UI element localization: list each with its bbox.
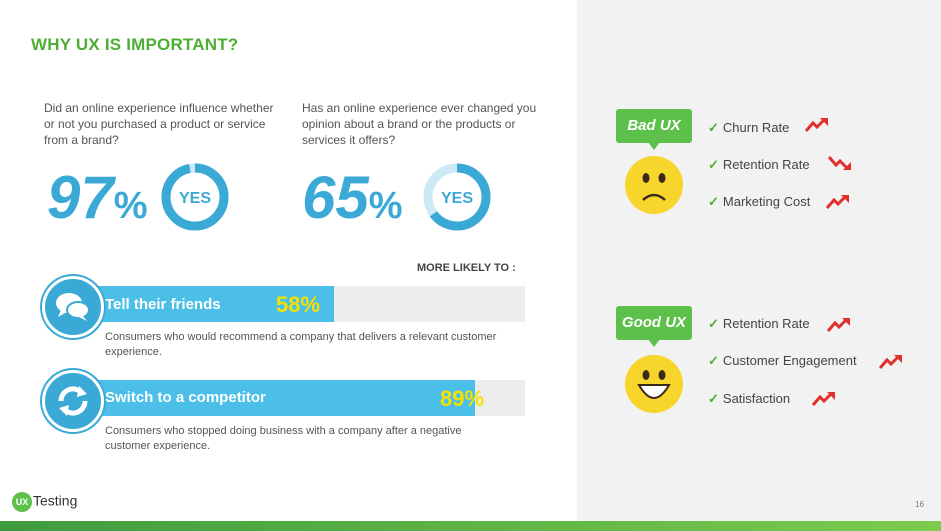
sad-face-icon	[625, 156, 683, 214]
bad-ux-item-3-label: Marketing Cost	[722, 194, 811, 209]
bar-1-label: Tell their friends	[105, 296, 221, 313]
question-2-unit: %	[368, 185, 403, 227]
bad-ux-item-2-label: Retention Rate	[722, 157, 810, 172]
bad-ux-item-2: ✓ Retention Rate	[708, 157, 810, 173]
more-likely-heading: MORE LIKELY TO :	[417, 262, 516, 274]
question-2-value: 65	[302, 164, 369, 231]
good-ux-item-2-label: Customer Engagement	[722, 353, 857, 368]
good-ux-item-2: ✓ Customer Engagement	[708, 353, 857, 369]
bar-1-description: Consumers who would recommend a company …	[105, 331, 497, 358]
bar-1-fill	[70, 286, 334, 322]
question-1-stat: 97%	[47, 168, 148, 236]
happy-face-icon	[625, 355, 683, 413]
content-panel	[0, 0, 577, 521]
page-number: 16	[915, 500, 924, 509]
bar-2-percent: 89%	[440, 386, 485, 411]
trend-up-icon	[826, 195, 849, 209]
good-ux-item-1: ✓ Retention Rate	[708, 316, 810, 332]
check-icon: ✓	[708, 353, 719, 368]
check-icon: ✓	[708, 157, 719, 172]
chat-bubbles-icon	[42, 276, 104, 338]
uxtesting-logo: UX Testing	[12, 492, 77, 512]
question-1-text: Did an online experience influence wheth…	[44, 101, 274, 147]
refresh-arrows-icon	[42, 370, 104, 432]
good-ux-badge: Good UX	[616, 306, 692, 347]
question-1-unit: %	[113, 185, 148, 227]
trend-up-icon	[805, 118, 828, 132]
check-icon: ✓	[708, 391, 719, 406]
check-icon: ✓	[708, 316, 719, 331]
good-ux-item-3: ✓ Satisfaction	[708, 391, 790, 407]
bad-ux-item-3: ✓ Marketing Cost	[708, 194, 810, 210]
bad-ux-item-1: ✓ Churn Rate	[708, 120, 789, 136]
bad-ux-item-1-label: Churn Rate	[722, 120, 790, 135]
bar-2-description: Consumers who stopped doing business wit…	[105, 425, 462, 450]
trend-up-icon	[827, 318, 850, 332]
question-1-value: 97	[47, 164, 114, 231]
logo-text: Testing	[33, 492, 78, 509]
logo-badge: UX	[12, 492, 32, 512]
good-ux-item-3-label: Satisfaction	[722, 391, 791, 406]
trend-up-icon	[879, 355, 902, 369]
bar-2-label: Switch to a competitor	[105, 389, 266, 406]
page-title: WHY UX IS IMPORTANT?	[31, 35, 239, 54]
bad-ux-badge: Bad UX	[616, 109, 692, 150]
question-2-donut: YES	[423, 163, 491, 231]
ux-comparison-panel	[577, 0, 941, 521]
good-ux-item-1-label: Retention Rate	[722, 316, 810, 331]
question-1-donut: YES	[161, 163, 229, 231]
check-icon: ✓	[708, 194, 719, 209]
bar-1-percent: 58%	[276, 292, 321, 317]
check-icon: ✓	[708, 120, 719, 135]
question-2-answer: YES	[441, 190, 473, 207]
trend-down-icon	[828, 156, 851, 170]
footer-bar	[0, 521, 941, 531]
question-2-text: Has an online experience ever changed yo…	[302, 101, 537, 147]
question-1-answer: YES	[179, 190, 211, 207]
trend-up-icon	[812, 392, 835, 406]
bar-2-fill	[70, 380, 475, 416]
question-2-stat: 65%	[302, 168, 403, 236]
